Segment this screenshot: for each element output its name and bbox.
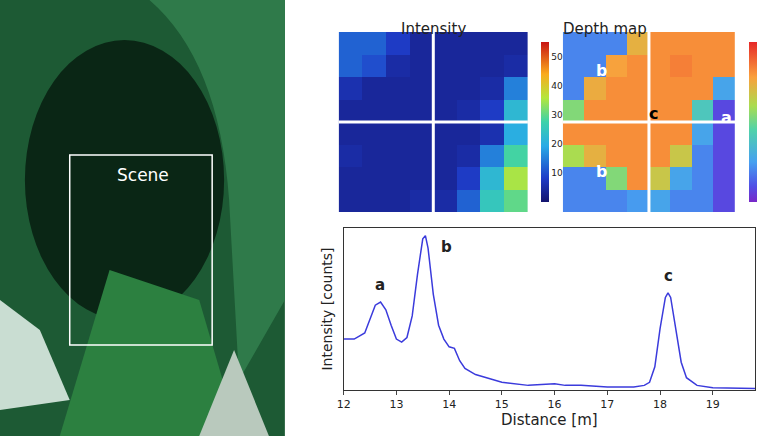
svg-text:Distance [m]: Distance [m] (501, 411, 598, 429)
svg-text:15: 15 (495, 398, 509, 411)
svg-text:19: 19 (706, 398, 720, 411)
svg-text:20: 20 (551, 139, 563, 149)
svg-text:Intensity: Intensity (401, 20, 466, 38)
svg-text:14: 14 (442, 398, 456, 411)
svg-text:c: c (649, 104, 658, 123)
svg-text:12: 12 (337, 398, 351, 411)
svg-text:18: 18 (653, 398, 667, 411)
svg-text:a: a (375, 276, 385, 294)
svg-text:b: b (596, 61, 607, 80)
svg-text:50: 50 (551, 52, 563, 62)
svg-text:Intensity [counts]: Intensity [counts] (319, 247, 335, 370)
svg-text:40: 40 (551, 81, 563, 91)
svg-text:30: 30 (551, 110, 563, 120)
svg-text:13: 13 (389, 398, 403, 411)
svg-text:Depth map: Depth map (563, 20, 647, 38)
svg-text:17: 17 (600, 398, 614, 411)
svg-text:a: a (721, 108, 732, 127)
svg-text:Scene: Scene (117, 165, 169, 185)
svg-text:b: b (596, 162, 607, 181)
svg-text:c: c (664, 267, 673, 285)
svg-text:10: 10 (551, 168, 563, 178)
svg-text:b: b (441, 238, 452, 256)
svg-text:16: 16 (548, 398, 562, 411)
